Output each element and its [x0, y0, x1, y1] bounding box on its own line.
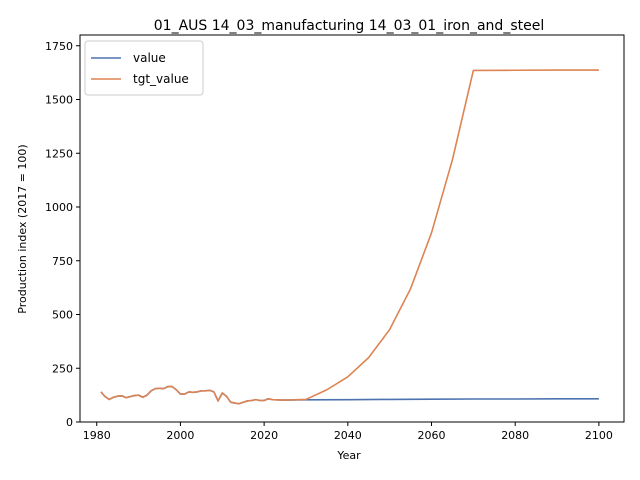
- y-tick-label: 1250: [45, 147, 73, 160]
- y-tick-label: 250: [52, 362, 73, 375]
- x-axis-label: Year: [336, 449, 361, 462]
- y-tick-label: 0: [66, 416, 73, 429]
- x-tick-label: 2000: [166, 429, 194, 442]
- x-tick-label: 2060: [418, 429, 446, 442]
- y-axis-label: Production index (2017 = 100): [16, 144, 29, 313]
- series-layer: [100, 69, 599, 405]
- y-axis: 0 250 500 750 1000 1250 1500 1750: [45, 40, 80, 429]
- legend-label-value: value: [133, 51, 166, 65]
- y-tick-label: 1500: [45, 94, 73, 107]
- y-tick-label: 1750: [45, 40, 73, 53]
- x-tick-label: 2040: [334, 429, 362, 442]
- y-tick-label: 1000: [45, 201, 73, 214]
- y-tick-label: 500: [52, 309, 73, 322]
- legend: value tgt_value: [84, 40, 204, 96]
- series-line-tgt_value: [100, 69, 599, 405]
- chart-title: 01_AUS 14_03_manufacturing 14_03_01_iron…: [154, 18, 544, 34]
- legend-label-tgt_value: tgt_value: [133, 72, 189, 86]
- x-tick-label: 2100: [585, 429, 613, 442]
- plot-area: [79, 34, 625, 423]
- x-axis: 1980 2000 2020 2040 2060 2080 2100: [83, 422, 613, 442]
- x-tick-label: 1980: [83, 429, 111, 442]
- legend-box: [84, 40, 204, 96]
- y-tick-label: 750: [52, 255, 73, 268]
- x-tick-label: 2020: [250, 429, 278, 442]
- plot-frame: [79, 34, 625, 423]
- x-tick-label: 2080: [501, 429, 529, 442]
